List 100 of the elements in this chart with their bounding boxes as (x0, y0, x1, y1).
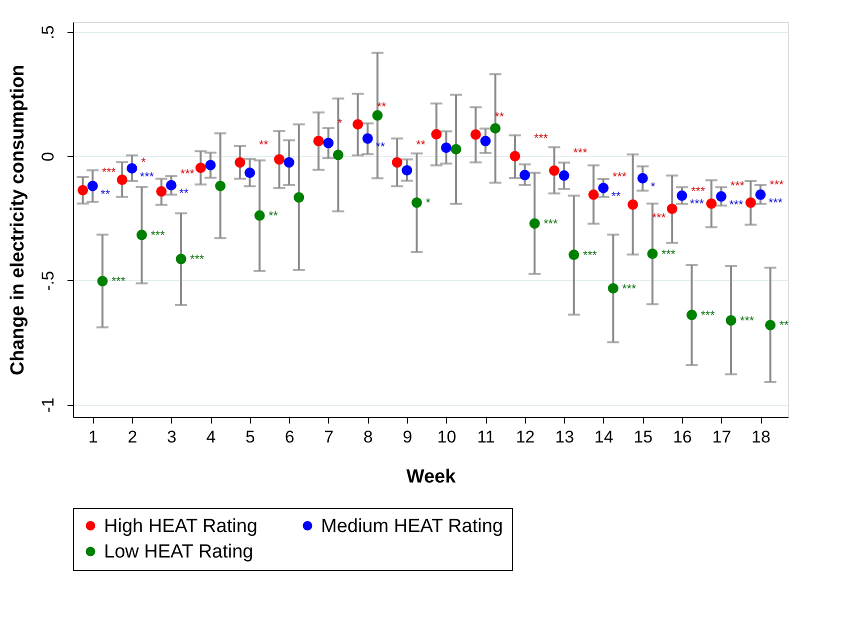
x-tick-label: 16 (672, 428, 692, 446)
x-tick-label: 17 (712, 428, 732, 446)
point (126, 163, 138, 174)
x-tick-label: 15 (634, 428, 653, 446)
point (686, 310, 697, 320)
point (97, 276, 108, 286)
data-label: ** (100, 186, 110, 201)
data-label: *** (622, 281, 637, 296)
data-label: *** (534, 131, 548, 146)
point (274, 154, 284, 165)
x-tick-label: 8 (363, 428, 373, 446)
data-label: *** (690, 196, 704, 211)
point (156, 186, 167, 197)
point (362, 133, 373, 144)
point (87, 180, 98, 192)
point (323, 138, 334, 148)
data-label: ** (779, 318, 789, 332)
data-label: ** (494, 110, 504, 124)
data-label: *** (111, 274, 126, 288)
point (205, 160, 216, 170)
point (529, 218, 540, 229)
point (313, 136, 324, 146)
y-axis-title: Change in electricity consumption (8, 64, 28, 376)
data-label: *** (150, 228, 166, 242)
data-label: * (338, 116, 343, 130)
data-label: ** (416, 137, 426, 152)
point (568, 250, 580, 260)
y-tick-label: -.5 (38, 270, 58, 291)
data-label: *** (770, 178, 784, 192)
x-tick-label: 13 (555, 428, 574, 446)
data-label: ** (376, 99, 386, 114)
y-tick-label: .5 (38, 25, 58, 40)
data-label: *** (612, 170, 627, 184)
x-tick-label: 11 (477, 428, 495, 446)
point (637, 173, 648, 184)
legend-label: Low HEAT Rating (104, 542, 254, 562)
data-label: *** (652, 210, 666, 225)
point (520, 170, 530, 180)
data-label: *** (140, 169, 154, 184)
point (726, 315, 736, 326)
x-axis-title: Week (406, 466, 456, 488)
x-tick-label: 9 (402, 428, 412, 446)
data-label: *** (740, 313, 754, 328)
x-tick-label: 3 (166, 428, 176, 446)
x-tick-label: 5 (246, 428, 256, 446)
point (166, 180, 176, 190)
point (755, 189, 766, 200)
data-label: ** (179, 186, 189, 200)
data-label: ** (376, 140, 386, 154)
point (666, 204, 678, 214)
point (215, 180, 226, 192)
point (195, 162, 206, 174)
point (372, 110, 383, 121)
x-tick-label: 4 (206, 428, 216, 446)
data-label: *** (190, 252, 204, 266)
point (284, 157, 294, 168)
legend-label: High HEAT Rating (104, 516, 258, 537)
point (431, 129, 442, 140)
point (78, 184, 88, 196)
point (549, 165, 560, 176)
point (628, 199, 638, 210)
x-tick-label: 6 (284, 428, 294, 446)
data-label: *** (544, 216, 558, 230)
point (676, 190, 688, 201)
point (558, 170, 570, 181)
x-tick-label: 12 (516, 428, 535, 446)
point (254, 210, 265, 221)
point (490, 123, 501, 134)
point (440, 142, 452, 153)
data-label: *** (729, 197, 744, 212)
y-tick-label: -1 (38, 398, 58, 413)
x-tick-label: 14 (594, 428, 614, 446)
data-label: *** (582, 248, 598, 262)
data-label: *** (661, 246, 676, 261)
data-label: *** (700, 308, 716, 322)
point (647, 248, 658, 260)
data-label: * (141, 154, 146, 169)
point (294, 192, 304, 203)
point (470, 129, 481, 140)
x-tick-label: 18 (752, 428, 770, 446)
point (716, 191, 726, 202)
point (608, 283, 618, 294)
point (244, 168, 256, 178)
data-label: ** (268, 208, 278, 223)
y-tick-label: 0 (38, 152, 58, 162)
point (765, 320, 776, 330)
data-label: *** (730, 178, 745, 193)
data-label: *** (691, 184, 706, 198)
data-label: ** (611, 188, 622, 203)
data-label: *** (573, 146, 588, 160)
point (598, 182, 609, 194)
point (588, 189, 599, 200)
point (332, 150, 344, 160)
data-label: *** (180, 166, 195, 180)
data-label: * (650, 179, 656, 194)
point (706, 198, 717, 209)
data-label: * (426, 196, 431, 210)
point (450, 144, 462, 154)
x-tick-label: 10 (437, 428, 456, 446)
point (402, 165, 412, 176)
